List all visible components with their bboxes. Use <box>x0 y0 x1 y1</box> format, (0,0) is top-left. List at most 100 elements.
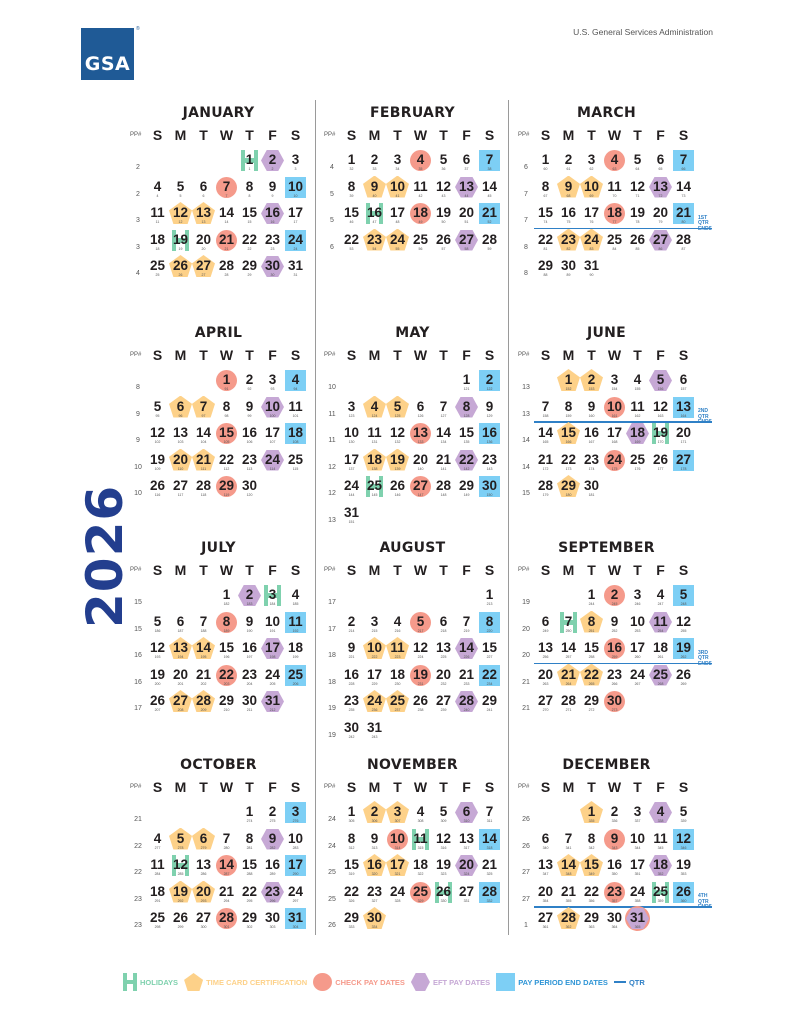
day-cell[interactable]: 11 254 <box>649 611 672 639</box>
day-cell[interactable]: 3 307 <box>386 801 409 829</box>
day-cell[interactable]: 17 351 <box>626 856 649 882</box>
day-cell[interactable]: 27 58 <box>455 229 478 257</box>
day-cell[interactable]: 2 306 <box>363 801 386 829</box>
day-cell[interactable]: 2 245 <box>603 585 626 612</box>
day-cell[interactable]: 14 45 <box>478 178 501 204</box>
day-cell[interactable]: 15 258 <box>580 639 603 665</box>
day-cell[interactable]: 6 340 <box>534 830 557 856</box>
day-cell[interactable]: 9 190 <box>238 613 261 639</box>
day-cell[interactable]: 23 143 <box>478 451 501 477</box>
day-cell[interactable]: 2 183 <box>238 585 261 612</box>
day-cell[interactable]: 4 35 <box>409 150 432 177</box>
day-cell[interactable]: 12 346 <box>672 828 695 856</box>
day-cell[interactable]: 30 334 <box>363 907 386 935</box>
day-cell[interactable]: 16 136 <box>478 423 501 450</box>
day-cell[interactable]: 23 82 <box>557 228 580 257</box>
day-cell[interactable]: 8 159 <box>557 398 580 424</box>
day-cell[interactable]: 12 12 <box>169 202 192 230</box>
day-cell[interactable]: 17 290 <box>284 855 307 882</box>
day-cell[interactable]: 30 364 <box>603 909 626 935</box>
day-cell[interactable]: 7 38 <box>478 150 501 177</box>
day-cell[interactable]: 29 272 <box>580 692 603 718</box>
day-cell[interactable]: 17 48 <box>386 204 409 230</box>
day-cell[interactable]: 31 31 <box>284 257 307 283</box>
day-cell[interactable]: 13 286 <box>192 856 215 882</box>
day-cell[interactable]: 7 219 <box>455 613 478 639</box>
day-cell[interactable]: 16 197 <box>238 639 261 665</box>
day-cell[interactable]: 22 356 <box>580 883 603 909</box>
day-cell[interactable]: 16 75 <box>557 204 580 230</box>
day-cell[interactable]: 23 327 <box>363 883 386 909</box>
day-cell[interactable]: 1 305 <box>340 803 363 829</box>
day-cell[interactable]: 31 90 <box>580 257 603 283</box>
day-cell[interactable]: 18 322 <box>409 856 432 882</box>
day-cell[interactable]: 14 257 <box>557 639 580 665</box>
day-cell[interactable]: 25 56 <box>409 231 432 257</box>
day-cell[interactable]: 5 309 <box>432 803 455 829</box>
day-cell[interactable]: 11 11 <box>146 204 169 230</box>
day-cell[interactable]: 28 271 <box>557 692 580 718</box>
day-cell[interactable]: 19 292 <box>169 880 192 909</box>
day-cell[interactable]: 23 357 <box>603 881 626 909</box>
day-cell[interactable]: 1 60 <box>534 151 557 177</box>
day-cell[interactable]: 28 332 <box>478 881 501 909</box>
day-cell[interactable]: 12 132 <box>386 424 409 450</box>
day-cell[interactable]: 10 283 <box>284 830 307 856</box>
day-cell[interactable]: 24 267 <box>626 666 649 692</box>
day-cell[interactable]: 26 330 <box>432 881 455 909</box>
day-cell[interactable]: 16 350 <box>603 856 626 882</box>
day-cell[interactable]: 20 110 <box>169 448 192 477</box>
day-cell[interactable]: 30 242 <box>340 719 363 745</box>
day-cell[interactable]: 14 226 <box>455 638 478 665</box>
day-cell[interactable]: 11 345 <box>649 830 672 856</box>
day-cell[interactable]: 30 211 <box>238 692 261 718</box>
day-cell[interactable]: 29 302 <box>238 909 261 935</box>
day-cell[interactable]: 14 318 <box>478 828 501 856</box>
day-cell[interactable]: 4 94 <box>284 370 307 397</box>
day-cell[interactable]: 19 139 <box>386 448 409 477</box>
day-cell[interactable]: 30 120 <box>238 477 261 503</box>
day-cell[interactable]: 27 86 <box>649 229 672 257</box>
day-cell[interactable]: 1 335 <box>580 801 603 829</box>
day-cell[interactable]: 18 169 <box>626 423 649 450</box>
day-cell[interactable]: 4 216 <box>386 613 409 639</box>
day-cell[interactable]: 13 133 <box>409 423 432 450</box>
day-cell[interactable]: 12 43 <box>432 178 455 204</box>
day-cell[interactable]: 5 278 <box>169 827 192 856</box>
day-cell[interactable]: 11 284 <box>146 856 169 882</box>
day-cell[interactable]: 25 176 <box>626 451 649 477</box>
day-cell[interactable]: 3 34 <box>386 151 409 177</box>
day-cell[interactable]: 30 273 <box>603 691 626 718</box>
day-cell[interactable]: 2 61 <box>557 151 580 177</box>
day-cell[interactable]: 4 155 <box>626 371 649 397</box>
day-cell[interactable]: 24 205 <box>261 666 284 692</box>
day-cell[interactable]: 28 301 <box>215 908 238 935</box>
day-cell[interactable]: 22 203 <box>215 664 238 692</box>
day-cell[interactable]: 7 66 <box>672 150 695 177</box>
day-cell[interactable]: 20 171 <box>672 424 695 450</box>
day-cell[interactable]: 26 360 <box>672 881 695 909</box>
day-cell[interactable]: 4 63 <box>603 150 626 177</box>
day-cell[interactable]: 22 265 <box>580 663 603 692</box>
day-cell[interactable]: 20 324 <box>455 855 478 882</box>
day-cell[interactable]: 8 342 <box>580 830 603 856</box>
day-cell[interactable]: 10 314 <box>386 828 409 856</box>
day-cell[interactable]: 18 352 <box>649 855 672 882</box>
day-cell[interactable]: 25 84 <box>603 231 626 257</box>
day-cell[interactable]: 21 172 <box>534 451 557 477</box>
day-cell[interactable]: 6 126 <box>409 398 432 424</box>
day-cell[interactable]: 3 246 <box>626 586 649 612</box>
day-cell[interactable]: 16 106 <box>238 424 261 450</box>
day-cell[interactable]: 19 262 <box>672 638 695 665</box>
day-cell[interactable]: 26 207 <box>146 692 169 718</box>
day-cell[interactable]: 22 142 <box>455 449 478 477</box>
day-cell[interactable]: 6 279 <box>192 827 215 856</box>
day-cell[interactable]: 4 338 <box>649 802 672 829</box>
day-cell[interactable]: 12 163 <box>649 398 672 424</box>
day-cell[interactable]: 24 236 <box>363 690 386 718</box>
day-cell[interactable]: 22 22 <box>238 231 261 257</box>
day-cell[interactable]: 10 10 <box>284 176 307 204</box>
